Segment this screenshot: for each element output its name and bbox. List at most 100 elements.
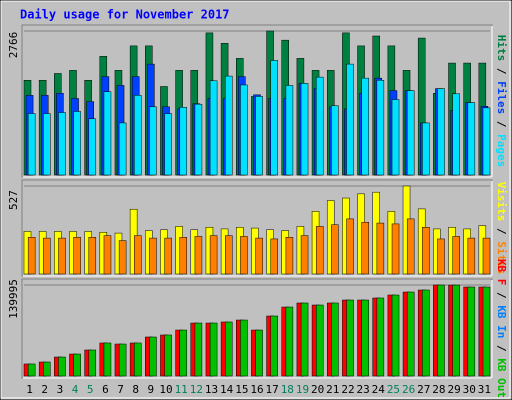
- x-tick-label: 3: [57, 383, 64, 396]
- bar: [482, 107, 491, 176]
- x-tick-label: 10: [159, 383, 172, 396]
- bar: [331, 105, 339, 176]
- bar: [27, 113, 36, 176]
- bar: [270, 238, 278, 275]
- x-tick-label: 26: [402, 383, 415, 396]
- bar: [422, 226, 430, 275]
- bar: [73, 111, 81, 176]
- x-tick-label: 31: [478, 383, 491, 396]
- bar: [391, 223, 400, 275]
- bar: [194, 103, 203, 176]
- bar: [118, 343, 127, 377]
- bar: [149, 237, 157, 275]
- y-tick-label: 2766: [7, 32, 20, 59]
- legend-separator: /: [495, 114, 508, 134]
- x-tick-label: 6: [102, 383, 109, 396]
- bar: [422, 122, 430, 176]
- legend-label: KB In: [495, 305, 508, 338]
- x-tick-label: 28: [432, 383, 445, 396]
- legend-label: Visits: [495, 182, 508, 222]
- bar: [240, 319, 248, 377]
- legend: Hits / Files / Pages: [495, 35, 508, 168]
- legend-label: Files: [495, 81, 508, 114]
- bar: [225, 235, 233, 275]
- legend-separator: /: [495, 338, 508, 358]
- bar: [73, 353, 81, 377]
- bar: [149, 336, 157, 377]
- bar: [255, 96, 263, 176]
- x-tick-label: 29: [447, 383, 460, 396]
- bar: [437, 88, 445, 176]
- bar: [240, 236, 248, 275]
- legend: KB F / KB In / KB Out: [495, 259, 508, 398]
- legend-label: KB F: [495, 259, 508, 286]
- bar: [376, 297, 385, 377]
- legend: Visits / Sites: [495, 182, 508, 275]
- chart-title: Daily usage for November 2017: [20, 8, 230, 22]
- x-tick-label: 20: [311, 383, 324, 396]
- x-tick-label: 12: [190, 383, 203, 396]
- x-tick-label: 11: [175, 383, 188, 396]
- bar: [422, 289, 430, 377]
- bar: [149, 106, 157, 176]
- x-tick-label: 15: [235, 383, 248, 396]
- bar: [331, 224, 339, 275]
- bar: [179, 107, 188, 176]
- x-tick-label: 24: [372, 383, 386, 396]
- y-tick-label: 139995: [7, 279, 20, 319]
- x-tick-label: 23: [357, 383, 370, 396]
- x-tick-label: 2: [41, 383, 48, 396]
- bar: [285, 306, 294, 377]
- bar: [406, 90, 415, 176]
- bar: [225, 75, 233, 176]
- legend-label: Hits: [495, 35, 508, 62]
- bar: [209, 235, 218, 275]
- bar: [73, 237, 81, 275]
- bar: [134, 95, 142, 176]
- x-tick-label: 4: [72, 383, 79, 396]
- legend-label: Sites: [495, 241, 508, 274]
- x-tick-label: 9: [148, 383, 155, 396]
- bar: [300, 83, 309, 176]
- x-tick-label: 30: [463, 383, 476, 396]
- bar: [88, 118, 97, 176]
- bar: [391, 99, 400, 176]
- bar: [452, 93, 460, 176]
- bar: [179, 329, 188, 377]
- bar: [315, 76, 324, 176]
- bar: [270, 315, 278, 377]
- bar: [285, 85, 294, 176]
- bar: [118, 240, 127, 275]
- bar: [315, 226, 324, 275]
- bar: [194, 322, 203, 377]
- bar: [270, 60, 278, 176]
- bar: [209, 322, 218, 377]
- bar: [225, 321, 233, 377]
- bar: [134, 342, 142, 377]
- bar: [391, 294, 400, 377]
- bar: [331, 302, 339, 377]
- x-tick-label: 21: [326, 383, 339, 396]
- bar: [300, 235, 309, 275]
- x-tick-label: 25: [387, 383, 400, 396]
- bar: [43, 237, 51, 275]
- bar: [255, 237, 263, 275]
- legend-separator: /: [495, 61, 508, 81]
- bar: [361, 299, 369, 377]
- bar: [88, 237, 97, 275]
- legend-label: Pages: [495, 134, 508, 167]
- bar: [209, 80, 218, 176]
- bar: [376, 79, 385, 176]
- bar: [240, 84, 248, 176]
- bar: [164, 334, 172, 377]
- y-tick-label: 527: [7, 190, 20, 210]
- x-tick-label: 13: [205, 383, 218, 396]
- bar: [437, 238, 445, 275]
- bar: [164, 237, 172, 275]
- bar: [437, 284, 445, 377]
- legend-separator: /: [495, 285, 508, 305]
- x-tick-label: 16: [250, 383, 263, 396]
